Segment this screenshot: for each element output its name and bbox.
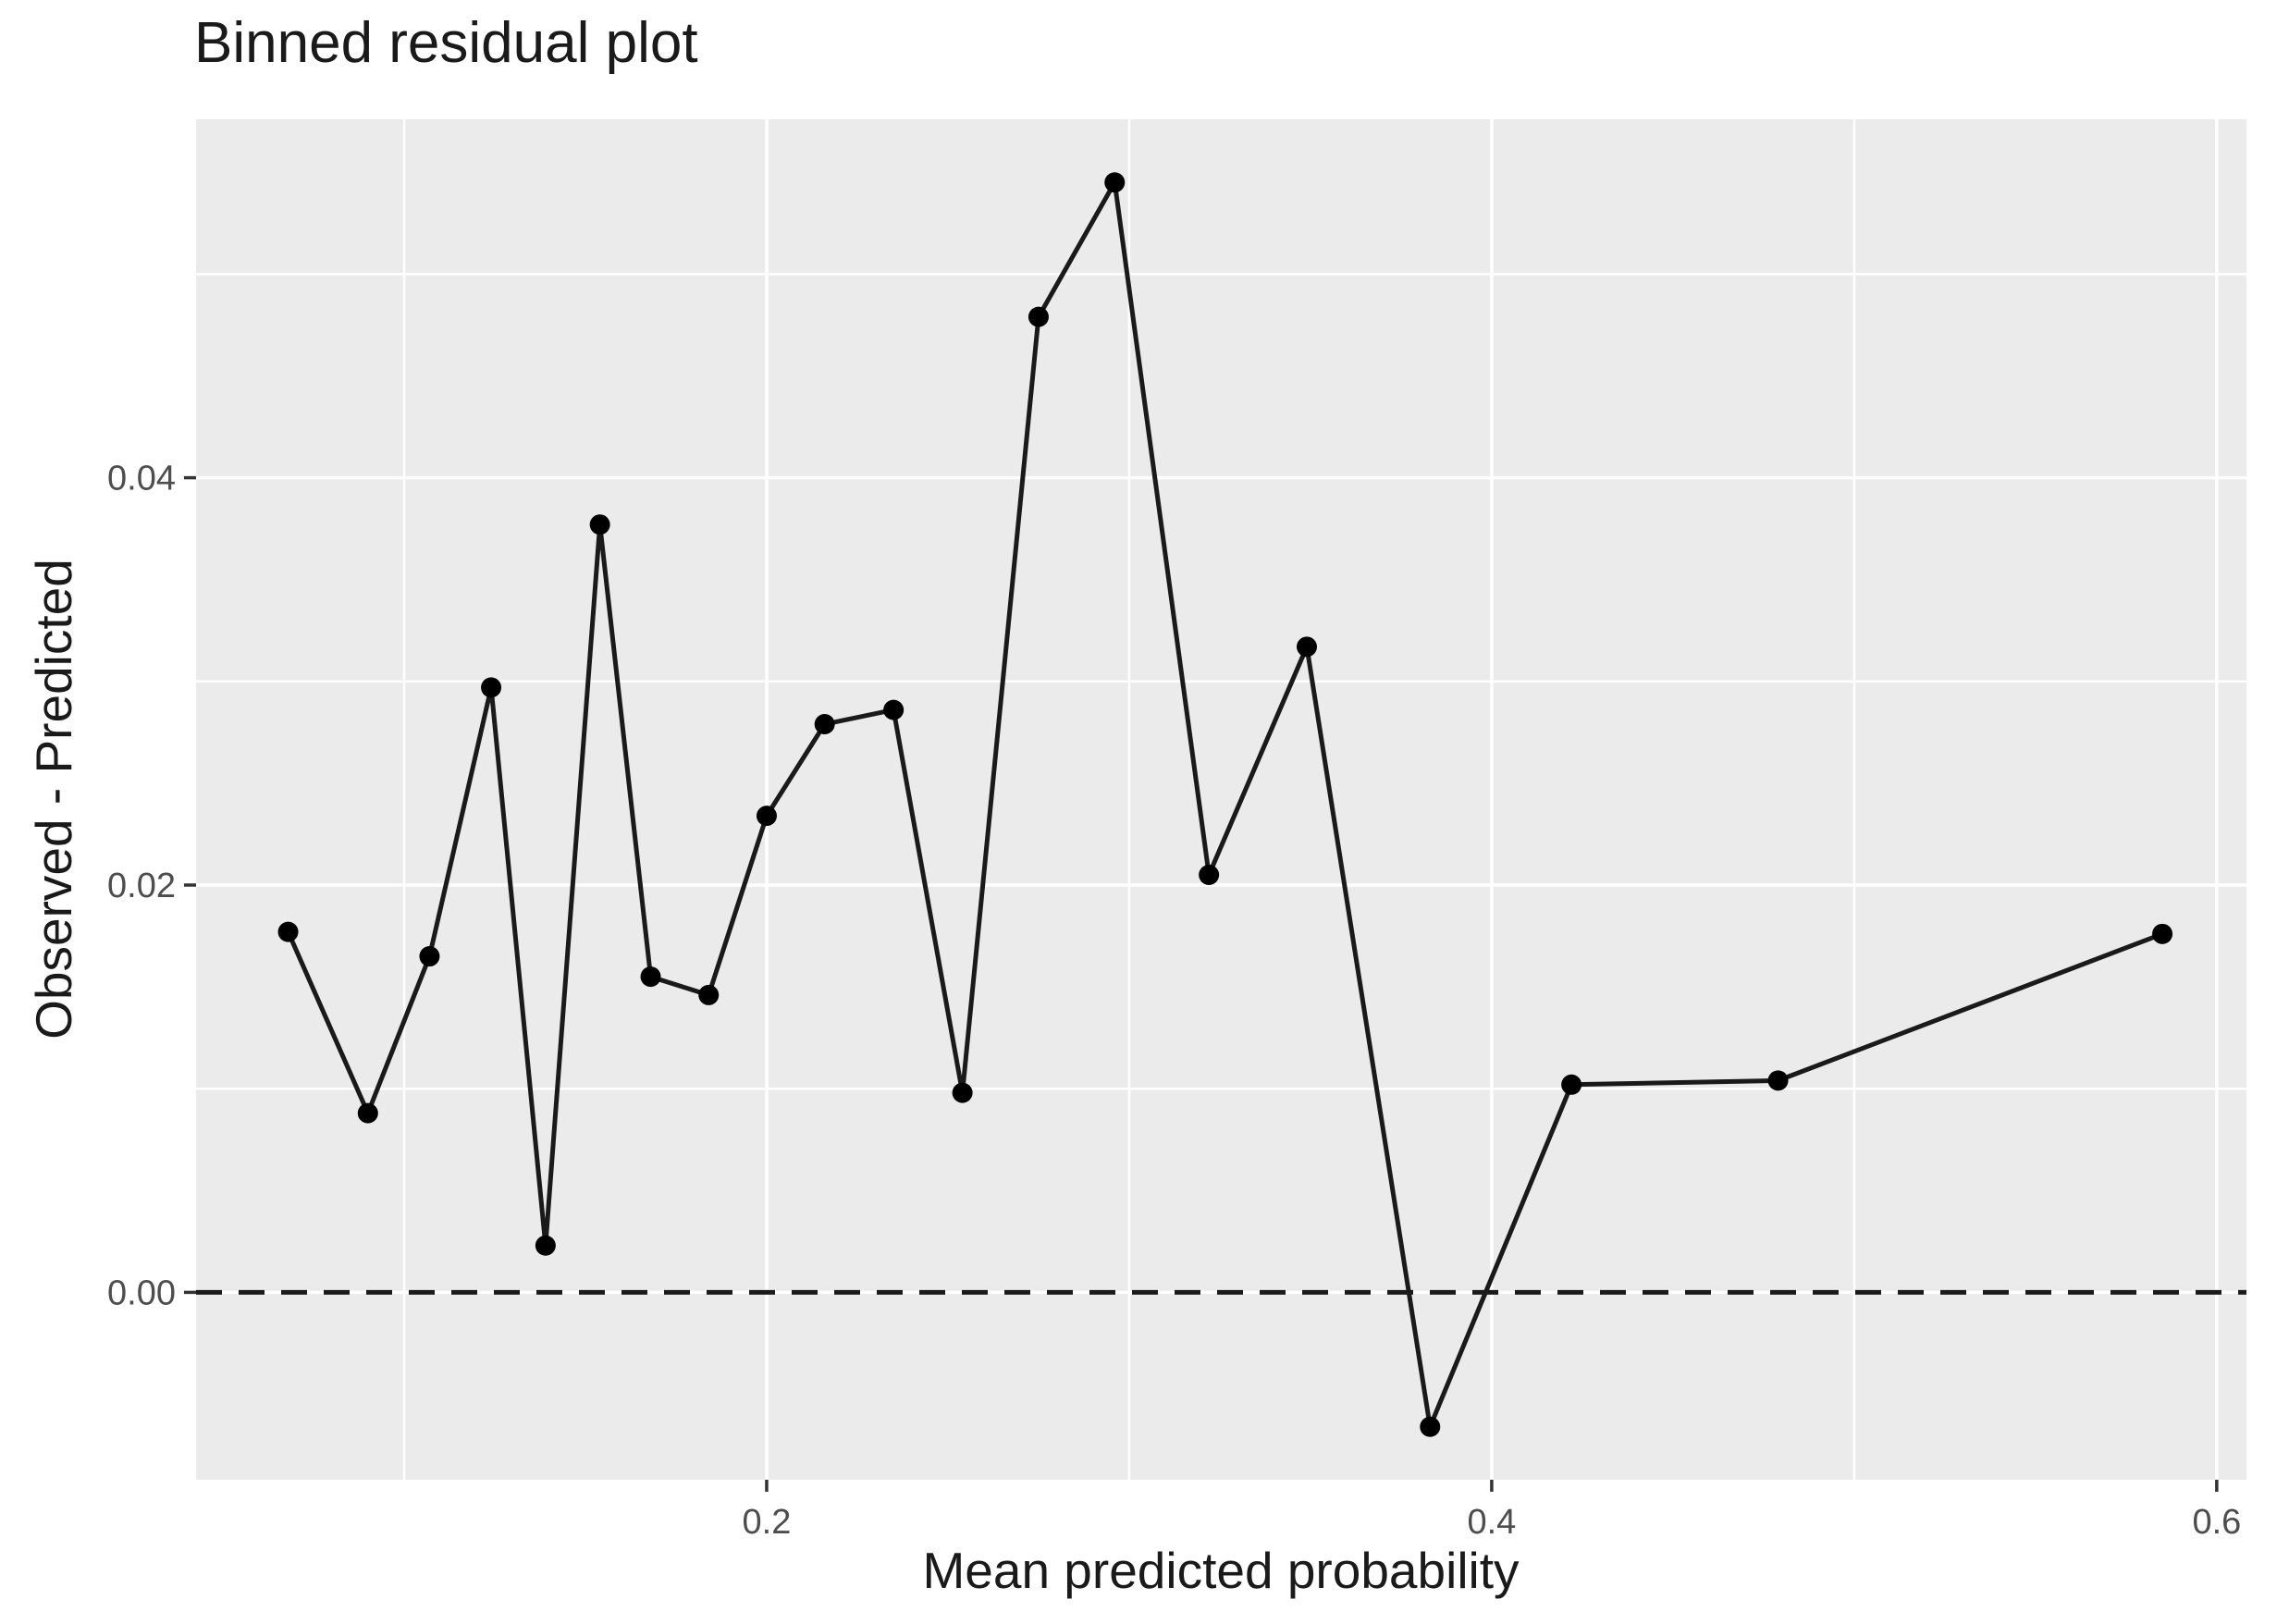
data-point	[1420, 1416, 1441, 1437]
data-point	[1297, 636, 1318, 658]
data-point	[883, 699, 905, 720]
data-point	[698, 984, 720, 1005]
x-axis-title: Mean predicted probability	[922, 1542, 1520, 1599]
data-point	[1767, 1070, 1789, 1091]
data-point	[1561, 1074, 1582, 1095]
data-point	[535, 1235, 556, 1256]
y-tick-label: 0.04	[107, 460, 176, 498]
data-point	[640, 966, 661, 988]
data-point	[589, 514, 610, 535]
data-point	[952, 1082, 973, 1103]
residual-line	[286, 179, 2165, 1430]
data-point	[1028, 306, 1049, 327]
data-point	[277, 921, 299, 942]
x-tick-label: 0.6	[2192, 1503, 2241, 1542]
panel-background	[196, 119, 2246, 1480]
x-tick-label: 0.4	[1467, 1503, 1516, 1542]
y-axis-title: Observed - Predicted	[25, 559, 82, 1040]
y-tick-label: 0.00	[107, 1273, 176, 1312]
data-point	[481, 677, 502, 698]
x-tick-label: 0.2	[743, 1503, 792, 1542]
data-point	[357, 1102, 378, 1124]
data-point	[1199, 864, 1220, 885]
plot-title: Binned residual plot	[194, 11, 698, 75]
y-tick-label: 0.02	[107, 867, 176, 905]
data-point	[814, 714, 835, 735]
data-point	[419, 946, 440, 967]
data-point	[756, 806, 777, 827]
data-point	[2152, 923, 2173, 944]
data-point	[1104, 172, 1126, 193]
